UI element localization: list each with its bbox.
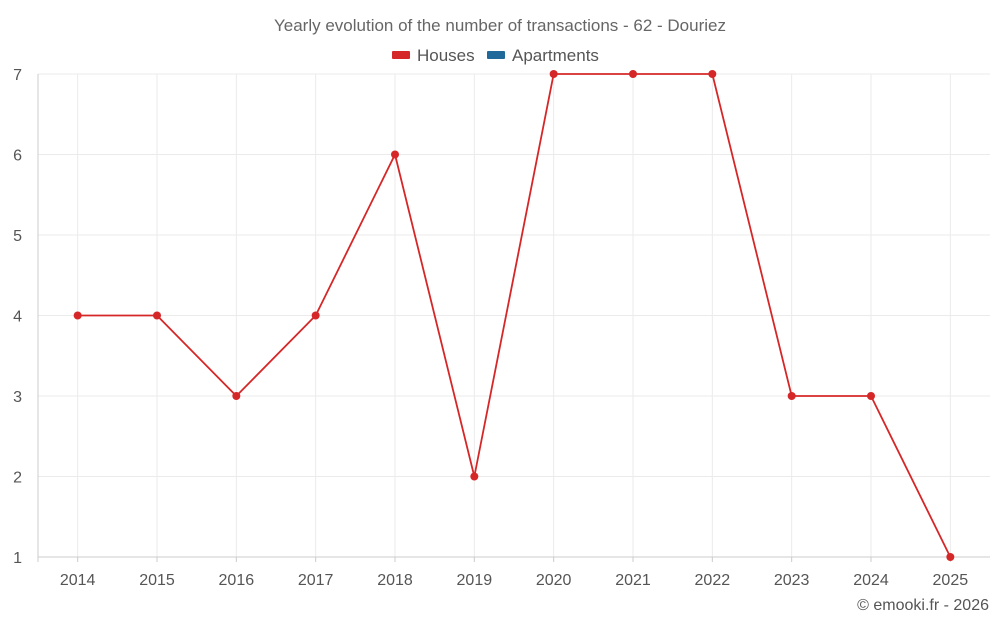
y-tick-label-1: 1 bbox=[13, 550, 22, 567]
x-tick-label-2015: 2015 bbox=[139, 572, 175, 589]
series bbox=[73, 70, 955, 561]
legend-label-houses: Houses bbox=[417, 46, 475, 65]
data-point-houses-2025 bbox=[946, 553, 955, 561]
y-tick-label-6: 6 bbox=[13, 148, 22, 165]
data-point-houses-2023 bbox=[787, 392, 796, 400]
x-tick-label-2019: 2019 bbox=[457, 572, 493, 589]
x-tick-label-2014: 2014 bbox=[60, 572, 96, 589]
x-tick-label-2023: 2023 bbox=[774, 572, 810, 589]
data-point-houses-2017 bbox=[311, 311, 320, 320]
legend-item-apartments[interactable]: Apartments bbox=[487, 46, 599, 65]
y-tick-label-4: 4 bbox=[13, 309, 22, 326]
tick-labels: 1 2 3 4 5 6 7 2014 2015 2016 2017 2018 2019 2020 2021 2… bbox=[13, 67, 968, 589]
legend: Houses Apartments bbox=[392, 46, 599, 65]
credit-text: © emooki.fr - 2026 bbox=[857, 597, 989, 614]
data-point-houses-2015 bbox=[153, 311, 161, 320]
x-tick-label-2020: 2020 bbox=[536, 572, 572, 589]
data-point-houses-2016 bbox=[232, 392, 241, 400]
x-tick-label-2022: 2022 bbox=[695, 572, 731, 589]
x-tick-label-2025: 2025 bbox=[933, 572, 969, 589]
legend-item-houses[interactable]: Houses bbox=[392, 46, 475, 65]
data-point-houses-2018 bbox=[391, 150, 399, 159]
y-tick-label-5: 5 bbox=[13, 228, 22, 245]
legend-swatch-houses bbox=[392, 51, 410, 59]
x-tick-label-2018: 2018 bbox=[377, 572, 413, 589]
x-tick-label-2016: 2016 bbox=[219, 572, 255, 589]
legend-swatch-apartments bbox=[487, 51, 505, 59]
x-tick-label-2024: 2024 bbox=[853, 572, 889, 589]
series-line-houses bbox=[77, 73, 952, 558]
x-tick-label-2017: 2017 bbox=[298, 572, 334, 589]
chart-title: Yearly evolution of the number of transa… bbox=[274, 16, 726, 35]
y-tick-label-2: 2 bbox=[13, 470, 22, 487]
grid bbox=[38, 73, 990, 557]
data-point-houses-2019 bbox=[470, 472, 479, 481]
data-point-houses-2014 bbox=[73, 311, 82, 320]
x-tick-label-2021: 2021 bbox=[615, 572, 651, 589]
legend-label-apartments: Apartments bbox=[512, 46, 599, 65]
data-point-houses-2024 bbox=[867, 392, 875, 400]
data-point-houses-2021 bbox=[629, 70, 637, 78]
y-tick-label-7: 7 bbox=[13, 67, 22, 84]
data-point-houses-2020 bbox=[549, 70, 558, 78]
axes bbox=[37, 74, 990, 562]
y-tick-label-3: 3 bbox=[13, 389, 22, 406]
data-point-houses-2022 bbox=[708, 70, 717, 78]
